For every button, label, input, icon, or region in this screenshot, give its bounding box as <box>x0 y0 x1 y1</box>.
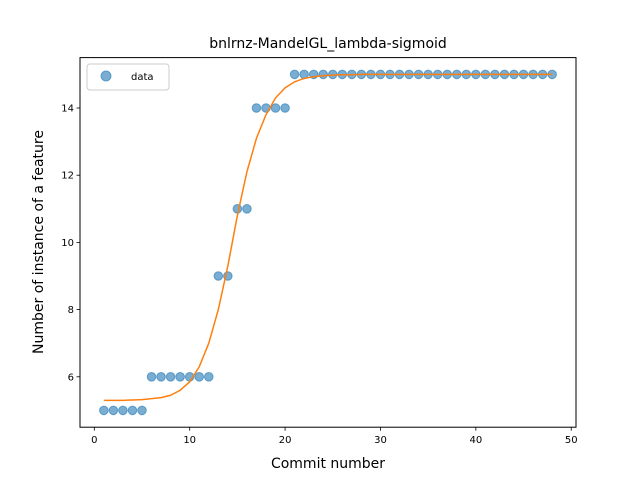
data-point <box>318 69 329 80</box>
data-point <box>99 405 109 416</box>
data-point <box>156 372 166 382</box>
y-tick-label: 12 <box>61 171 74 182</box>
data-point <box>108 405 119 416</box>
chart-title: bnlrnz-MandelGL_lambda-sigmoid <box>209 36 447 52</box>
x-tick-label: 50 <box>565 435 578 446</box>
sigmoid-fit-line <box>103 73 553 402</box>
data-point <box>242 204 252 214</box>
legend-marker-data <box>100 70 112 82</box>
data-point <box>175 372 185 382</box>
x-tick-label: 40 <box>469 435 482 446</box>
data-point <box>280 103 290 113</box>
x-axis: 0 10 20 30 40 50 <box>91 427 578 446</box>
x-tick-label: 0 <box>91 435 97 446</box>
data-point <box>137 405 147 416</box>
legend: data <box>86 63 170 91</box>
x-tick-label: 20 <box>279 435 292 446</box>
y-axis-label: Number of instance of a feature <box>31 130 47 354</box>
data-point <box>127 405 138 416</box>
y-tick-label: 10 <box>61 238 74 249</box>
data-point <box>232 204 243 214</box>
legend-box <box>86 63 170 91</box>
y-tick-label: 8 <box>68 305 74 316</box>
data-point <box>251 103 262 113</box>
data-point <box>213 271 224 281</box>
data-point <box>289 69 300 80</box>
x-tick-label: 10 <box>183 435 196 446</box>
data-point <box>118 405 128 416</box>
plot-area <box>99 69 557 416</box>
y-tick-label: 14 <box>61 104 74 115</box>
data-point <box>146 372 157 382</box>
y-axis: 6 8 10 12 14 <box>61 104 80 383</box>
data-point <box>165 372 176 382</box>
x-axis-label: Commit number <box>271 456 385 472</box>
y-tick-label: 6 <box>68 372 74 383</box>
data-point <box>270 103 281 113</box>
legend-label-data: data <box>131 72 154 83</box>
x-tick-label: 30 <box>374 435 387 446</box>
data-point <box>194 372 205 382</box>
data-point <box>203 372 214 382</box>
